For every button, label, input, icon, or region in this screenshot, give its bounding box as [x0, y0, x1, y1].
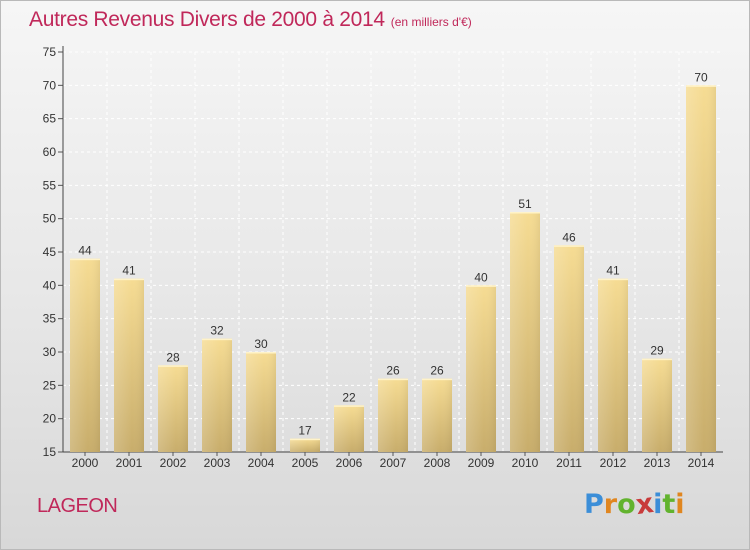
- bar-layer: [70, 85, 716, 452]
- bar-shade: [598, 278, 628, 452]
- bar-shade: [70, 258, 100, 452]
- bar-top-highlight: [114, 278, 144, 281]
- x-tick-label: 2013: [644, 456, 671, 470]
- brand-letter: i: [653, 489, 663, 520]
- label-layer: 44 41 28 32 30 17 22 26 26 40 51 46 41 29 70: [78, 70, 708, 437]
- bar-value-label: 26: [430, 364, 444, 378]
- y-tick-label: 35: [43, 312, 57, 326]
- x-tick-label: 2003: [204, 456, 231, 470]
- bar-shade: [246, 352, 276, 452]
- bar-value-label: 40: [474, 270, 488, 284]
- bar-top-highlight: [202, 338, 232, 341]
- bar-value-label: 70: [694, 70, 708, 84]
- y-tick-label: 70: [43, 78, 57, 92]
- y-tick-label: 25: [43, 378, 57, 392]
- x-tick-label: 2014: [688, 456, 715, 470]
- bar-value-label: 28: [166, 350, 180, 364]
- bar-top-highlight: [510, 212, 540, 214]
- bar-top-highlight: [642, 358, 672, 361]
- y-tick-label: 65: [43, 112, 57, 126]
- brand-letter: o: [617, 489, 636, 520]
- bar-value-label: 29: [650, 344, 664, 358]
- x-tick-label: 2012: [600, 456, 627, 470]
- y-tick-label: 60: [43, 145, 57, 159]
- bar-shade: [510, 212, 540, 452]
- bar-value-label: 41: [122, 264, 136, 278]
- x-tick-label: 2005: [292, 456, 319, 470]
- bar-value-label: 26: [386, 364, 400, 378]
- bar-top-highlight: [686, 85, 716, 87]
- bar-shade: [334, 405, 364, 452]
- bar-top-highlight: [378, 378, 408, 381]
- bar-top-highlight: [246, 352, 276, 354]
- brand-letter: r: [603, 489, 618, 520]
- bar-value-label: 32: [210, 324, 224, 338]
- bar-shade: [158, 365, 188, 452]
- bar-value-label: 30: [254, 337, 268, 351]
- bar-shade: [290, 438, 320, 452]
- x-tick-label: 2006: [336, 456, 363, 470]
- y-tick-label: 75: [43, 45, 57, 59]
- y-tick-label: 15: [43, 445, 57, 459]
- brand-letter: t: [662, 489, 676, 520]
- brand-letter: i: [675, 489, 685, 520]
- bar-top-highlight: [334, 405, 364, 407]
- y-tick-label: 40: [43, 278, 57, 292]
- x-tick-label: 2009: [468, 456, 495, 470]
- bar-shade: [466, 285, 496, 452]
- bar-shade: [202, 338, 232, 452]
- chart-title: Autres Revenus Divers de 2000 à 2014: [29, 8, 385, 31]
- bar-top-highlight: [554, 245, 584, 247]
- y-tick-label: 20: [43, 412, 57, 426]
- x-tick-label: 2000: [72, 456, 99, 470]
- bar-top-highlight: [70, 258, 100, 261]
- brand-letter: P: [584, 489, 604, 520]
- brand-logo: Proxiti: [584, 487, 685, 522]
- bar-top-highlight: [422, 378, 452, 381]
- bar-top-highlight: [466, 285, 496, 287]
- location-label: LAGEON: [37, 495, 118, 517]
- y-tick-label: 30: [43, 345, 57, 359]
- bar-shade: [114, 278, 144, 452]
- bar-shade: [422, 378, 452, 452]
- y-tick-label: 50: [43, 212, 57, 226]
- chart-title-line: Autres Revenus Divers de 2000 à 2014 (en …: [29, 8, 472, 32]
- x-tick-label: 2008: [424, 456, 451, 470]
- bar-top-highlight: [158, 365, 188, 367]
- axis-layer: 15 20 25 30 35 40 45 50 55 60 65 70 75 2000 2001 2002 20…: [43, 45, 723, 470]
- bar-top-highlight: [598, 278, 628, 281]
- bar-value-label: 17: [298, 424, 312, 438]
- bar-value-label: 51: [518, 197, 532, 211]
- bar-value-label: 22: [342, 390, 356, 404]
- x-tick-label: 2002: [160, 456, 187, 470]
- bar-shade: [378, 378, 408, 452]
- chart-subtitle: (en milliers d'€): [390, 15, 472, 29]
- y-tick-label: 55: [43, 178, 57, 192]
- bar-value-label: 46: [562, 230, 576, 244]
- brand-letter: x: [633, 487, 656, 522]
- x-tick-label: 2004: [248, 456, 275, 470]
- x-tick-label: 2010: [512, 456, 539, 470]
- x-tick-label: 2007: [380, 456, 407, 470]
- bar-value-label: 41: [606, 264, 620, 278]
- bar-value-label: 44: [78, 244, 92, 258]
- bar-shade: [642, 358, 672, 452]
- bar-shade: [554, 245, 584, 452]
- x-tick-label: 2011: [556, 456, 582, 470]
- bar-shade: [686, 85, 716, 452]
- x-tick-label: 2001: [116, 456, 143, 470]
- bar-top-highlight: [290, 438, 320, 441]
- y-tick-label: 45: [43, 245, 57, 259]
